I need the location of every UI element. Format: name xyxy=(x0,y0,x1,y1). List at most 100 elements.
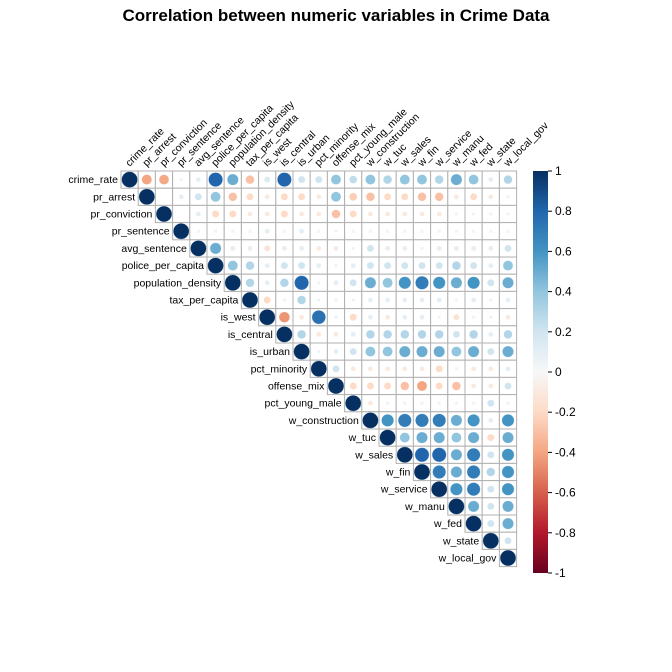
correlation-circle xyxy=(488,417,494,424)
correlation-circle xyxy=(351,246,356,251)
correlation-circle xyxy=(471,401,476,406)
correlation-circle xyxy=(281,245,288,252)
correlation-circle xyxy=(487,451,495,459)
correlation-circle xyxy=(349,192,358,201)
correlation-circle xyxy=(282,298,287,302)
correlation-circle xyxy=(398,276,412,290)
correlation-circle xyxy=(502,500,514,513)
correlation-circle xyxy=(488,176,494,183)
correlation-circle xyxy=(230,229,235,234)
correlation-circle xyxy=(263,245,271,252)
correlation-circle xyxy=(451,381,461,391)
correlation-circle xyxy=(264,194,270,200)
correlation-circle xyxy=(417,329,427,339)
correlation-circle xyxy=(385,401,390,406)
correlation-circle xyxy=(298,211,305,217)
correlation-circle xyxy=(431,447,447,463)
correlation-circle xyxy=(450,276,463,289)
correlation-circle xyxy=(194,193,203,201)
correlation-circle xyxy=(228,192,238,202)
correlation-circle xyxy=(502,517,514,530)
correlation-circle xyxy=(333,245,339,252)
correlation-circle xyxy=(247,211,253,217)
correlation-circle xyxy=(399,174,411,185)
correlation-circle xyxy=(349,175,358,184)
correlation-circle xyxy=(297,295,307,305)
correlation-circle xyxy=(316,349,321,354)
correlation-circle xyxy=(436,211,442,217)
legend-tick-label: 0.4 xyxy=(555,285,572,299)
correlation-circle xyxy=(401,193,409,201)
correlation-circle xyxy=(467,500,480,513)
correlation-circle xyxy=(247,245,253,252)
correlation-circle xyxy=(435,382,443,390)
correlation-circle xyxy=(506,212,510,216)
correlation-circle xyxy=(138,188,155,205)
row-label: crime_rate xyxy=(68,174,118,186)
correlation-circle xyxy=(501,414,515,427)
correlation-circle xyxy=(280,193,289,201)
correlation-circle xyxy=(334,315,338,320)
correlation-circle xyxy=(420,401,424,406)
correlation-circle xyxy=(334,229,338,234)
correlation-circle xyxy=(470,383,477,389)
correlation-circle xyxy=(397,413,412,428)
correlation-circle xyxy=(450,466,463,478)
correlation-circle xyxy=(488,366,494,372)
correlation-circle xyxy=(311,310,326,325)
correlation-circle xyxy=(367,211,374,217)
correlation-circle xyxy=(297,261,306,270)
correlation-circle xyxy=(432,413,447,428)
correlation-circle xyxy=(277,172,292,187)
correlation-circle xyxy=(333,331,339,338)
correlation-circle xyxy=(488,298,493,302)
color-legend: 1 0.8 0.6 0.4 0.2 0 -0.2 -0.4 -0.6 -0.8 -1 xyxy=(533,164,576,580)
correlation-circle xyxy=(453,245,460,252)
correlation-circle xyxy=(432,276,446,290)
correlation-circle xyxy=(208,172,223,187)
correlation-circle xyxy=(384,211,391,217)
correlation-circle xyxy=(450,448,463,461)
correlation-circle xyxy=(504,382,512,390)
correlation-circle xyxy=(351,298,356,302)
correlation-circle xyxy=(436,297,442,303)
correlation-circle xyxy=(416,431,428,444)
correlation-circle xyxy=(334,263,338,268)
correlation-circle xyxy=(506,194,510,199)
correlation-circle xyxy=(420,229,424,234)
correlation-circle xyxy=(437,315,442,320)
correlation-circle xyxy=(349,210,357,218)
correlation-circle xyxy=(241,291,259,309)
correlation-circle xyxy=(435,365,443,373)
correlation-circle xyxy=(245,261,255,271)
correlation-circle xyxy=(276,326,293,343)
correlation-circle xyxy=(349,279,357,287)
correlation-circle xyxy=(349,347,357,356)
correlation-circle xyxy=(469,261,478,270)
correlation-circle xyxy=(224,274,241,291)
correlation-circle xyxy=(334,298,338,302)
correlation-circle xyxy=(385,229,390,234)
correlation-circle xyxy=(436,245,442,252)
correlation-circle xyxy=(400,329,410,339)
correlation-circle xyxy=(451,346,462,357)
correlation-circle xyxy=(487,502,495,511)
correlation-circle xyxy=(264,228,270,234)
correlation-circle xyxy=(467,414,480,427)
correlation-circle xyxy=(466,447,481,462)
correlation-circle xyxy=(398,345,411,358)
correlation-circle xyxy=(264,211,270,217)
correlation-circle xyxy=(316,245,322,252)
row-label: pr_arrest xyxy=(93,191,135,203)
row-label: is_west xyxy=(221,312,256,324)
correlation-circle xyxy=(452,330,461,339)
correlation-circle xyxy=(364,276,377,289)
correlation-circle xyxy=(155,205,173,223)
correlation-circle xyxy=(502,260,514,271)
correlation-circle xyxy=(471,212,476,216)
correlation-circle xyxy=(415,275,429,290)
correlation-circle xyxy=(469,193,478,201)
correlation-circle xyxy=(488,315,493,320)
correlation-circle xyxy=(486,467,496,477)
correlation-circle xyxy=(503,329,513,339)
